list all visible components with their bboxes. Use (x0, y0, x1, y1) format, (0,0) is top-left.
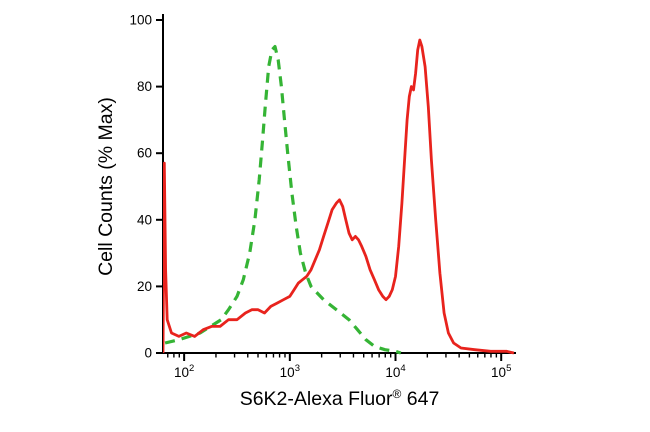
x-tick-label: 104 (385, 363, 405, 380)
y-tick-label: 80 (137, 79, 152, 94)
green-dashed-curve (164, 44, 402, 355)
y-axis-title: Cell Counts (% Max) (95, 97, 117, 276)
curves (163, 38, 515, 355)
y-tick-label: 60 (137, 146, 152, 161)
x-tick-label: 105 (491, 363, 511, 380)
x-tick-label: 103 (280, 363, 300, 380)
y-tick-label: 0 (144, 346, 152, 361)
y-tick-label: 100 (129, 13, 152, 28)
axes (162, 14, 516, 354)
x-axis-ticks: 102 103 104 105 (167, 353, 511, 380)
x-axis-title: S6K2-Alexa Fluor® 647 (240, 387, 440, 410)
y-tick-label: 20 (137, 279, 152, 294)
x-tick-label: 102 (174, 363, 194, 380)
y-axis-ticks: 0 20 40 60 80 100 (129, 13, 163, 361)
y-tick-label: 40 (137, 212, 152, 227)
red-solid-curve (163, 38, 515, 355)
